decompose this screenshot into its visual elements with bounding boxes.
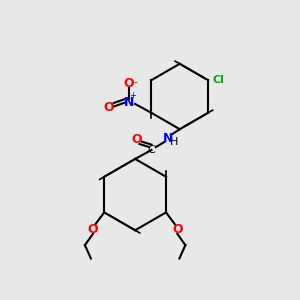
Text: O: O xyxy=(103,101,114,114)
Text: -: - xyxy=(133,76,137,87)
Text: +: + xyxy=(130,91,136,100)
Text: O: O xyxy=(88,223,98,236)
Text: Cl: Cl xyxy=(212,75,224,85)
Text: H: H xyxy=(170,137,178,147)
Text: C: C xyxy=(148,145,155,155)
Text: N: N xyxy=(163,132,173,145)
Text: N: N xyxy=(124,96,134,109)
Text: O: O xyxy=(172,223,183,236)
Text: O: O xyxy=(124,76,134,90)
Text: O: O xyxy=(131,133,142,146)
